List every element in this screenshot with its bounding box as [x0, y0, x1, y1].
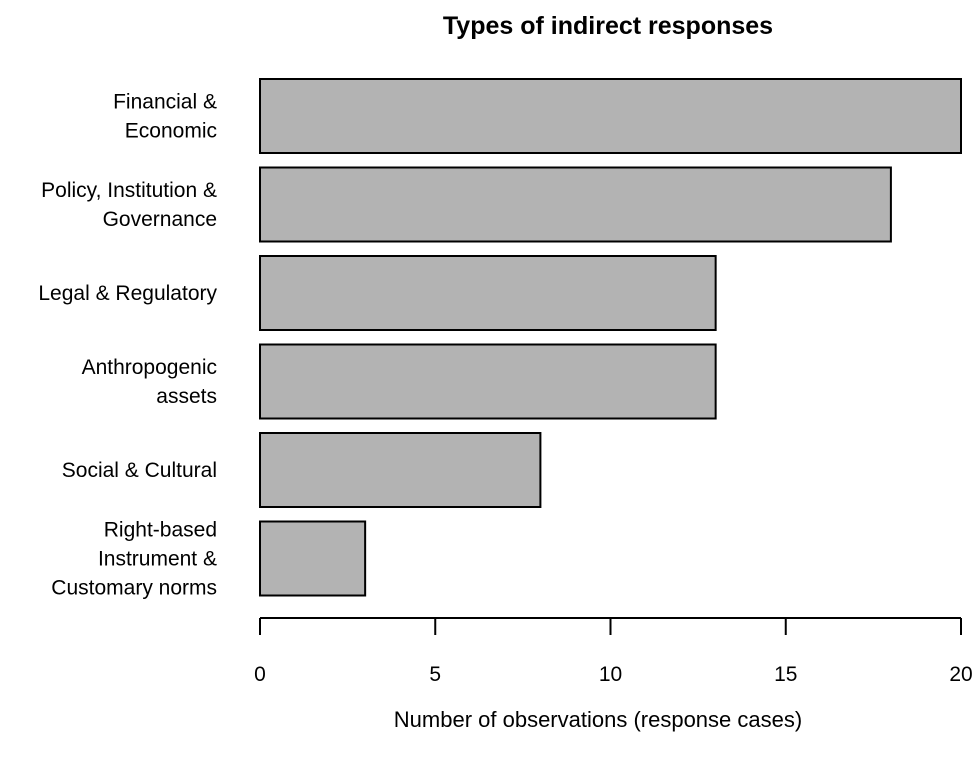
x-tick-label-1: 5: [429, 663, 441, 686]
bars-group: [259, 78, 962, 597]
x-tick-label-0: 0: [254, 663, 266, 686]
x-axis: 0 5 10 15 20: [254, 617, 973, 686]
category-label-4: Social & Cultural: [62, 459, 217, 482]
category-label-5: Right-based Instrument & Customary norms: [51, 519, 217, 600]
x-axis-label: Number of observations (response cases): [394, 707, 802, 732]
bar-0: [259, 78, 962, 154]
chart-title: Types of indirect responses: [443, 12, 773, 40]
category-label-0: Financial & Economic: [113, 91, 217, 143]
bar-5: [259, 520, 367, 597]
category-label-2: Legal & Regulatory: [38, 282, 217, 305]
x-tick-label-4: 20: [949, 663, 972, 686]
bar-2: [259, 255, 717, 331]
category-label-3: Anthropogenic assets: [82, 356, 217, 408]
bar-1: [259, 166, 892, 243]
x-tick-label-3: 15: [774, 663, 797, 686]
bar-4: [259, 432, 542, 508]
category-labels: Financial & Economic Policy, Institution &…: [38, 91, 217, 600]
bar-3: [259, 343, 717, 420]
category-label-1: Policy, Institution & Governance: [41, 179, 217, 231]
x-tick-label-2: 10: [599, 663, 622, 686]
